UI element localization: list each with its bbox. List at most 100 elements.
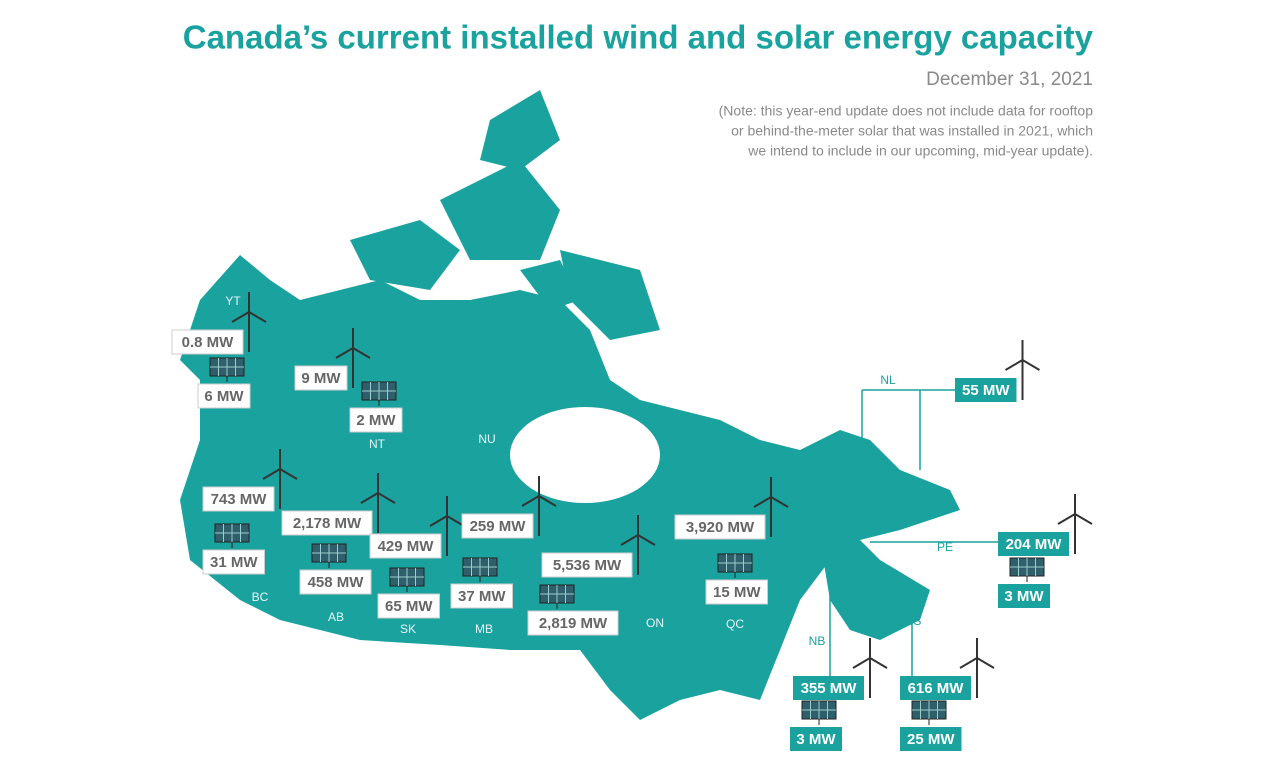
value-label: 37 MW	[458, 588, 506, 605]
value-label: 3 MW	[796, 731, 836, 748]
solar-panel-icon	[209, 357, 245, 382]
blade	[869, 657, 888, 669]
blade	[446, 515, 465, 527]
region-label: NL	[880, 373, 896, 387]
hudson-bay	[510, 407, 660, 503]
connectors	[829, 389, 998, 676]
value-label: 259 MW	[470, 518, 527, 535]
region-label: NB	[809, 634, 826, 648]
wind-turbine-icon	[231, 292, 267, 352]
blade	[279, 468, 298, 480]
blade	[248, 311, 267, 323]
blade	[352, 347, 371, 359]
value-label: 15 MW	[713, 584, 761, 601]
value-label: 429 MW	[378, 538, 435, 555]
wind-turbine-icon	[429, 496, 465, 556]
blade	[753, 496, 772, 508]
solar-panel-icon	[214, 523, 250, 548]
wind-turbine-icon	[753, 477, 789, 537]
blade	[429, 515, 448, 527]
blade	[770, 496, 789, 508]
value-box	[461, 513, 534, 539]
region-label: BC	[252, 590, 269, 604]
region-label: AB	[328, 610, 344, 624]
wind-turbine-icon	[1057, 494, 1093, 554]
value-box	[369, 533, 442, 559]
solar-panel-icon	[1009, 557, 1045, 582]
blade	[976, 657, 995, 669]
blade	[360, 492, 379, 504]
value-box	[197, 383, 251, 409]
value-label: 616 MW	[908, 680, 965, 697]
wind-turbine-icon	[959, 638, 995, 698]
value-label: 2,178 MW	[293, 515, 362, 532]
value-box	[998, 532, 1069, 556]
blade	[521, 495, 540, 507]
value-label: 204 MW	[1006, 536, 1063, 553]
region-label: NU	[478, 432, 495, 446]
blade	[852, 657, 871, 669]
wind-turbine-icon	[335, 328, 371, 388]
blade	[538, 495, 557, 507]
solar-panel-icon	[361, 381, 397, 406]
blade	[1057, 513, 1076, 525]
value-label: 3 MW	[1004, 588, 1044, 605]
wind-turbine-icon	[852, 638, 888, 698]
blade	[262, 468, 281, 480]
solar-panel-icon	[462, 557, 498, 582]
wind-turbine-icon	[360, 473, 396, 533]
region-label: MB	[475, 622, 493, 636]
title: Canada’s current installed wind and sola…	[183, 19, 1094, 56]
value-label: 743 MW	[211, 491, 268, 508]
blade	[1004, 359, 1024, 371]
value-box	[900, 727, 962, 751]
value-box	[998, 584, 1050, 608]
value-box	[377, 593, 440, 619]
note-line: (Note: this year-end update does not inc…	[719, 103, 1094, 119]
value-box	[790, 727, 842, 751]
value-label: 3,920 MW	[686, 519, 755, 536]
value-label: 355 MW	[801, 680, 858, 697]
value-label: 5,536 MW	[553, 557, 622, 574]
blade	[1021, 359, 1041, 371]
date: December 31, 2021	[926, 69, 1093, 90]
note-line: we intend to include in our upcoming, mi…	[747, 143, 1093, 159]
value-label: 2 MW	[356, 412, 396, 429]
value-box	[900, 676, 971, 700]
region-label: ON	[646, 616, 664, 630]
labels: YT 0.8 MW 6 MW NT 9 MW 2 MW NU BC 743 MW 31 MW AB 2…	[171, 292, 1093, 751]
solar-panel-icon	[801, 700, 837, 725]
value-box	[349, 407, 403, 433]
value-box	[955, 378, 1017, 402]
region-label: YT	[225, 294, 241, 308]
value-box	[705, 579, 768, 605]
region-label: QC	[726, 617, 744, 631]
blade	[335, 347, 354, 359]
wind-turbine-icon	[620, 515, 656, 575]
wind-turbine-icon	[1004, 340, 1041, 400]
value-label: 458 MW	[308, 574, 365, 591]
region-label: NS	[905, 614, 922, 628]
region-label: PE	[937, 540, 953, 554]
solar-panel-icon	[389, 567, 425, 592]
value-box	[299, 569, 372, 595]
blade	[377, 492, 396, 504]
value-label: 6 MW	[204, 388, 244, 405]
blade	[620, 534, 639, 546]
solar-panel-icon	[311, 543, 347, 568]
note-line: or behind-the-meter solar that was insta…	[731, 123, 1093, 139]
value-box	[793, 676, 864, 700]
solar-panel-icon	[717, 553, 753, 578]
blade	[637, 534, 656, 546]
solar-panel-icon	[911, 700, 947, 725]
value-box	[450, 583, 513, 609]
blade	[1074, 513, 1093, 525]
region-label: NT	[369, 437, 386, 451]
value-box	[202, 486, 275, 512]
value-box	[294, 365, 348, 391]
solar-panel-icon	[539, 584, 575, 609]
value-label: 0.8 MW	[182, 334, 235, 351]
value-box	[527, 610, 619, 636]
value-label: 31 MW	[210, 554, 258, 571]
